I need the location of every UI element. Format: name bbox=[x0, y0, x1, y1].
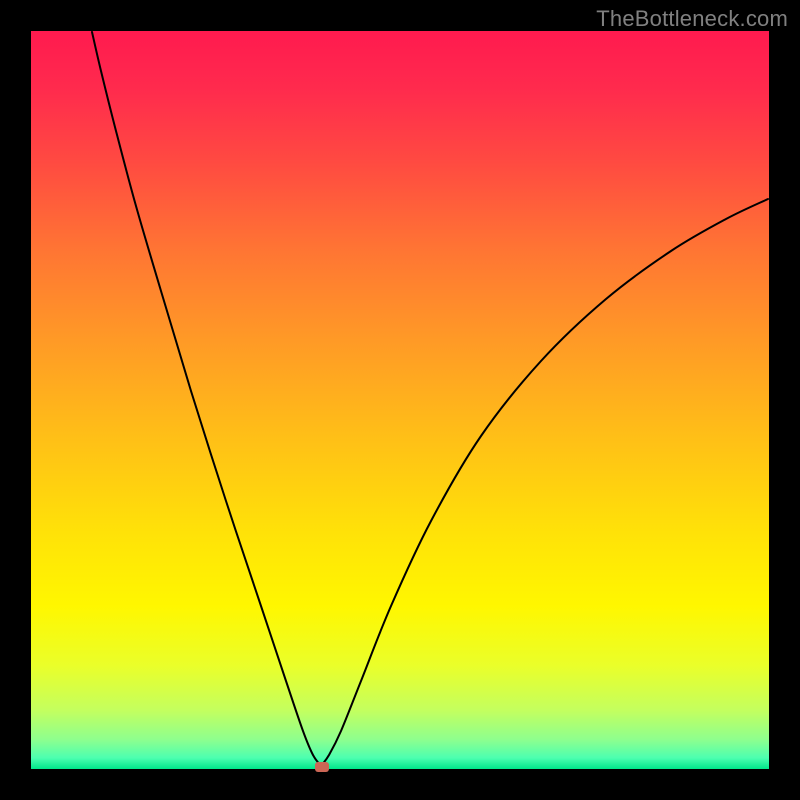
watermark-text: TheBottleneck.com bbox=[596, 6, 788, 32]
bottleneck-curve bbox=[92, 32, 768, 766]
curve-svg bbox=[31, 31, 769, 769]
vertex-marker bbox=[315, 762, 329, 772]
plot-area bbox=[31, 31, 769, 769]
